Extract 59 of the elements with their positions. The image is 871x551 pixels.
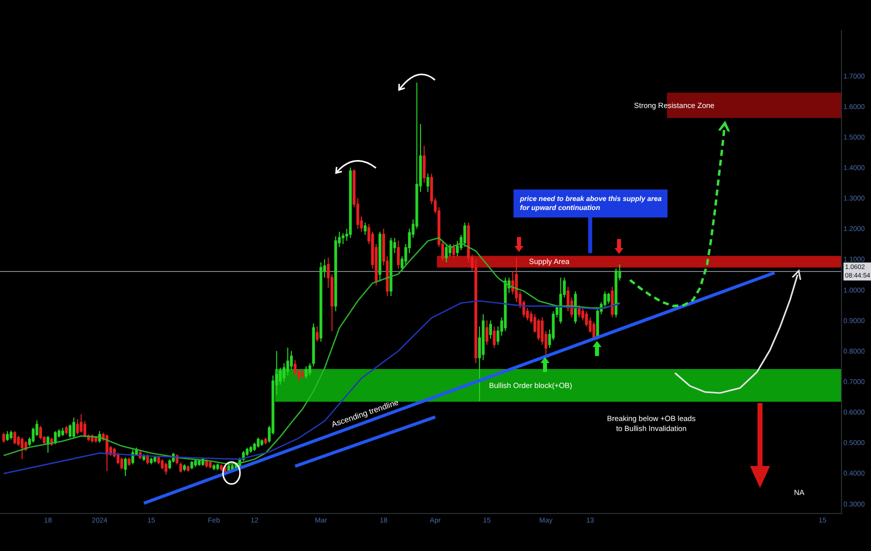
candlestick — [146, 454, 149, 465]
candlestick — [422, 145, 426, 184]
candlestick — [46, 435, 50, 454]
candlestick — [6, 430, 9, 442]
candlestick — [13, 430, 16, 445]
candlestick — [154, 455, 156, 464]
candlestick — [396, 240, 400, 269]
candlestick — [120, 457, 124, 470]
candlestick — [316, 326, 319, 342]
candlestick — [10, 430, 12, 440]
candlestick — [106, 434, 108, 472]
candlestick — [61, 427, 64, 436]
candlestick — [80, 414, 83, 434]
candlestick — [128, 457, 130, 466]
candlestick — [256, 436, 260, 448]
candlestick — [212, 464, 216, 471]
candlestick — [463, 222, 466, 248]
candlestick — [574, 290, 577, 324]
candlestick — [194, 458, 197, 468]
candlestick — [334, 236, 338, 312]
candlestick — [72, 417, 76, 438]
candlestick — [39, 425, 42, 440]
candlestick — [444, 243, 448, 263]
candlestick — [216, 462, 220, 471]
candlestick — [489, 320, 492, 340]
candlestick — [342, 232, 344, 244]
candlestick — [474, 258, 478, 364]
candlestick — [537, 318, 540, 341]
candlestick — [485, 320, 488, 346]
candlestick — [205, 458, 208, 468]
candlestick — [20, 436, 24, 460]
candlestick — [249, 446, 252, 454]
candlestick — [190, 460, 194, 470]
candlestick — [220, 464, 223, 472]
candlestick — [64, 425, 68, 435]
candlestick — [301, 368, 304, 379]
candlestick — [208, 460, 212, 469]
candlestick — [378, 231, 382, 282]
candlestick — [426, 173, 430, 193]
candlestick — [124, 457, 127, 477]
candlestick — [150, 457, 153, 465]
candlestick — [164, 462, 168, 475]
candlestick — [578, 304, 581, 318]
candlestick — [349, 167, 352, 238]
candlestick — [390, 237, 392, 296]
candlestick — [607, 292, 610, 304]
candlestick — [492, 326, 496, 348]
candlestick — [320, 262, 322, 342]
candlestick — [452, 243, 456, 258]
candlestick — [76, 418, 79, 435]
candlestick — [186, 464, 190, 472]
candlestick — [304, 366, 308, 379]
candlestick — [260, 438, 264, 447]
candlestick — [559, 277, 562, 324]
candlestick — [183, 464, 186, 472]
candlestick — [614, 268, 618, 318]
candlestick — [364, 222, 367, 236]
candlestick — [2, 432, 6, 444]
candlestick — [264, 436, 267, 445]
